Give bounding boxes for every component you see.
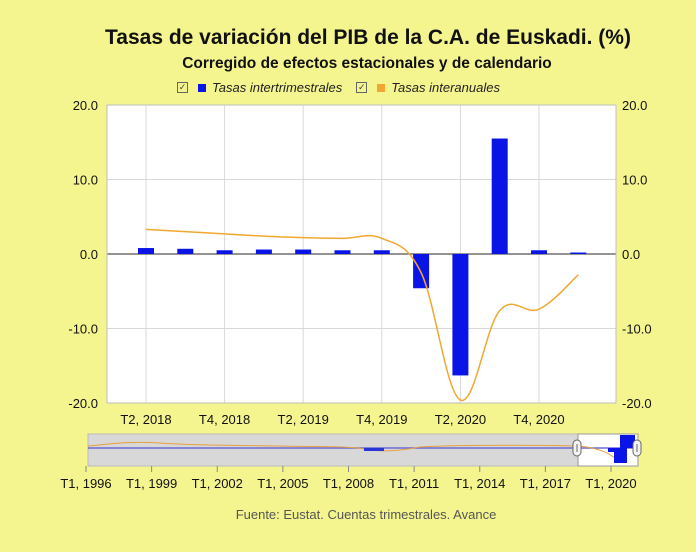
- navigator-tick-label: T1, 2011: [389, 476, 439, 491]
- x-tick-label: T2, 2019: [278, 412, 329, 427]
- y-tick-label-right: -10.0: [622, 322, 652, 337]
- navigator-tick-label: T1, 2008: [323, 476, 374, 491]
- series-line-interanuales: [145, 228, 579, 401]
- navigator-tick-label: T1, 1996: [60, 476, 111, 491]
- y-tick-label-right: 0.0: [622, 247, 640, 262]
- navigator-tick-label: T1, 2014: [454, 476, 505, 491]
- navigator-bar-pos: [620, 435, 635, 448]
- bar: [334, 250, 351, 254]
- bar: [570, 252, 587, 254]
- legend-item-intertrimestrales[interactable]: ✓ Tasas intertrimestrales: [177, 80, 342, 95]
- x-tick-label: T2, 2018: [120, 412, 171, 427]
- y-tick-label-left: 0.0: [80, 247, 98, 262]
- bar: [138, 248, 154, 254]
- bar-series: [138, 138, 587, 376]
- y-tick-label-right: -20.0: [622, 396, 652, 411]
- bar: [177, 248, 194, 254]
- y-axis-right: 20.0 10.0 0.0 -10.0 -20.0: [622, 98, 652, 411]
- checkbox-icon[interactable]: ✓: [356, 82, 368, 93]
- navigator-x-axis: T1, 1996 T1, 1999 T1, 2002 T1, 2005 T1, 2008…: [60, 466, 637, 491]
- legend-item-interanuales[interactable]: ✓ Tasas interanuales: [356, 80, 500, 95]
- x-tick-label: T4, 2020: [513, 412, 564, 427]
- navigator-bar-dip: [364, 448, 384, 451]
- chart-title: Tasas de variación del PIB de la C.A. de…: [105, 26, 631, 49]
- navigator-tick-label: T1, 1999: [126, 476, 177, 491]
- navigator-tick-label: T1, 2002: [192, 476, 243, 491]
- x-tick-label: T4, 2018: [199, 412, 250, 427]
- y-axis-left: 20.0 10.0 0.0 -10.0 -20.0: [68, 98, 98, 411]
- navigator-tick-label: T1, 2017: [520, 476, 571, 491]
- checkbox-icon[interactable]: ✓: [177, 82, 188, 93]
- y-tick-label-left: 20.0: [73, 98, 98, 113]
- x-tick-label: T2, 2020: [435, 412, 486, 427]
- bar: [295, 249, 312, 254]
- chart-subtitle: Corregido de efectos estacionales y de c…: [182, 55, 552, 72]
- y-tick-label-left: -10.0: [68, 322, 98, 337]
- navigator-background: [87, 433, 639, 467]
- navigator-line: [87, 441, 637, 459]
- navigator-tick-label: T1, 2020: [585, 476, 636, 491]
- y-tick-label-left: -20.0: [68, 396, 98, 411]
- navigator-handle-left[interactable]: [572, 439, 582, 457]
- line-series: [145, 228, 579, 401]
- legend-swatch-interanuales: [377, 83, 386, 92]
- navigator-bar-neg: [608, 448, 614, 452]
- bar: [373, 250, 390, 254]
- bar: [452, 254, 469, 376]
- legend-label-intertrimestrales: Tasas intertrimestrales: [212, 80, 343, 95]
- x-axis: T2, 2018 T4, 2018 T2, 2019 T4, 2019 T2, 2020…: [120, 412, 564, 427]
- bar: [491, 138, 508, 254]
- navigator[interactable]: [87, 433, 642, 467]
- legend-label-interanuales: Tasas interanuales: [391, 80, 500, 95]
- y-tick-label-right: 10.0: [622, 173, 647, 188]
- navigator-handle-right[interactable]: [632, 439, 642, 457]
- navigator-bar-neg2: [614, 448, 627, 463]
- legend: ✓ Tasas intertrimestrales ✓ Tasas intera…: [177, 80, 508, 95]
- bar: [216, 250, 233, 254]
- y-tick-label-right: 20.0: [622, 98, 647, 113]
- source-note: Fuente: Eustat. Cuentas trimestrales. Av…: [235, 507, 497, 522]
- navigator-tick-label: T1, 2005: [257, 476, 308, 491]
- bar: [531, 250, 547, 254]
- x-tick-label: T4, 2019: [356, 412, 407, 427]
- y-tick-label-left: 10.0: [73, 173, 98, 188]
- bar: [255, 249, 272, 254]
- legend-swatch-intertrimestrales: [198, 83, 206, 92]
- plot-border: [106, 104, 617, 404]
